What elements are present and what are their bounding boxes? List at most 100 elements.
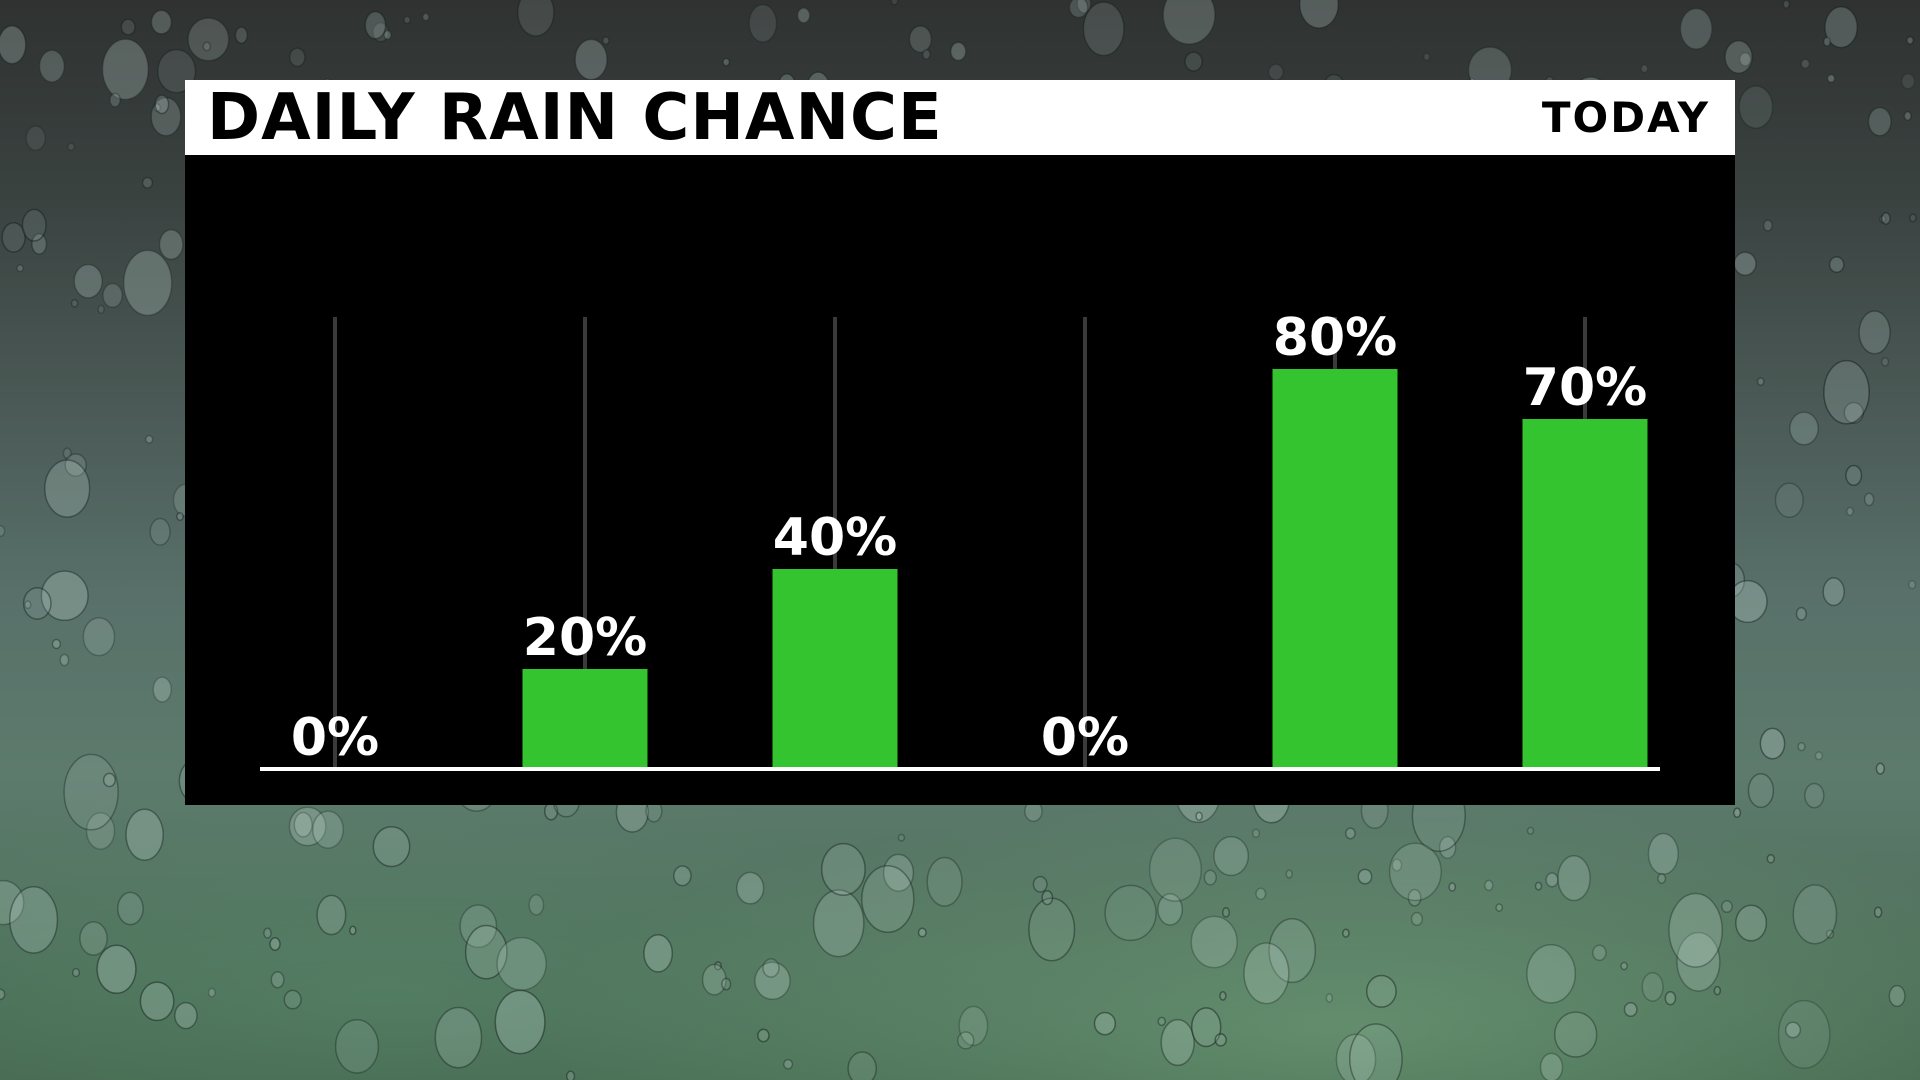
raindrop	[0, 524, 6, 538]
chart-title: DAILY RAIN CHANCE	[207, 81, 943, 155]
raindrop	[1221, 907, 1231, 918]
raindrop	[25, 125, 47, 152]
raindrop	[109, 92, 121, 108]
raindrop	[122, 249, 173, 317]
raindrop	[269, 937, 281, 951]
period-label: TODAY	[1541, 93, 1710, 142]
raindrop	[234, 26, 249, 45]
raindrop	[1255, 887, 1267, 901]
raindrop	[176, 511, 184, 522]
raindrop	[459, 904, 498, 949]
raindrop	[861, 865, 915, 933]
raindrop	[783, 1058, 794, 1070]
raindrop	[79, 921, 108, 956]
raindrop	[63, 753, 119, 831]
raindrop	[1298, 0, 1340, 29]
raindrop	[1251, 828, 1261, 839]
raindrop	[464, 924, 508, 980]
raindrop	[1747, 773, 1775, 809]
raindrop	[1888, 984, 1906, 1008]
raindrop	[882, 853, 915, 892]
raindrop	[1407, 888, 1422, 907]
raindrop	[736, 871, 765, 905]
raindrop	[528, 893, 545, 916]
raindrop	[288, 47, 306, 68]
raindrop	[496, 936, 547, 991]
raindrop	[1640, 64, 1649, 74]
value-label-sat: 40%	[773, 508, 897, 568]
raindrop	[1792, 884, 1838, 945]
raindrop	[1410, 911, 1424, 927]
raindrop	[1213, 835, 1250, 877]
raindrop	[51, 638, 62, 650]
raindrop	[1214, 1033, 1227, 1047]
raindrop	[149, 517, 171, 546]
raindrop	[1041, 890, 1054, 906]
raindrop	[1093, 1011, 1117, 1036]
raindrop	[847, 1051, 878, 1080]
raindrop	[73, 263, 103, 299]
raindrop	[1526, 943, 1577, 1004]
raindrop	[1553, 1011, 1598, 1058]
value-label-fri: 20%	[523, 608, 647, 668]
raindrop	[1032, 875, 1048, 893]
raindrop	[714, 961, 722, 971]
raindrop	[748, 3, 778, 43]
raindrop	[334, 1019, 380, 1074]
raindrop	[1160, 1018, 1195, 1067]
raindrop	[494, 989, 546, 1055]
raindrop	[1789, 411, 1819, 446]
tick-label-tue: TUE	[1541, 802, 1628, 805]
raindrop	[1759, 727, 1786, 760]
raindrop	[1828, 256, 1845, 274]
raindrop	[1545, 872, 1559, 888]
raindrop	[1822, 577, 1845, 607]
raindrop	[1104, 884, 1157, 942]
raindrop	[796, 7, 811, 24]
raindrop	[812, 889, 865, 958]
raindrop	[1219, 991, 1227, 1001]
raindrop	[1774, 482, 1804, 519]
raindrop	[1713, 985, 1722, 996]
raindrop	[1733, 807, 1742, 818]
raindrop	[1908, 213, 1917, 223]
raindrop	[1863, 492, 1875, 507]
raindrop	[1285, 869, 1293, 879]
raindrop	[1557, 854, 1591, 902]
raindrop	[421, 12, 430, 22]
raindrop	[64, 453, 87, 477]
raindrop	[820, 842, 866, 896]
raindrop	[187, 17, 230, 62]
raindrop	[1825, 929, 1835, 939]
raindrop	[722, 57, 731, 67]
bar-chart: 0% THU 20% FRI 40% SAT 0% SUN 80% MON 70% TUE	[260, 308, 1660, 805]
raindrop	[1391, 858, 1403, 872]
raindrop	[701, 963, 727, 996]
raindrop	[67, 142, 75, 151]
raindrop	[44, 459, 91, 518]
raindrop	[762, 958, 780, 978]
raindrop	[293, 811, 313, 838]
raindrop	[897, 833, 906, 842]
raindrop	[1335, 1033, 1377, 1080]
raindrop	[1720, 899, 1733, 914]
raindrop	[757, 1028, 770, 1043]
chart-panel: DAILY RAIN CHANCE TODAY 0% THU 20% FRI 40% SA…	[185, 80, 1735, 805]
raindrop	[38, 49, 65, 83]
raindrop	[1325, 993, 1334, 1003]
raindrop	[152, 676, 172, 703]
raindrop	[207, 987, 216, 998]
raindrop	[372, 825, 411, 868]
raindrop	[1664, 990, 1677, 1006]
raindrop	[1076, 0, 1092, 14]
raindrop	[1875, 762, 1885, 775]
raindrop	[1846, 506, 1854, 517]
tick-label-mon: MON	[1283, 802, 1387, 805]
raindrop	[1804, 782, 1825, 809]
raindrop	[956, 1031, 975, 1050]
value-label-thu: 0%	[291, 708, 379, 768]
raindrop	[1184, 51, 1203, 72]
raindrop	[1756, 377, 1765, 386]
raindrop	[1592, 944, 1607, 962]
raindrop	[153, 103, 161, 113]
